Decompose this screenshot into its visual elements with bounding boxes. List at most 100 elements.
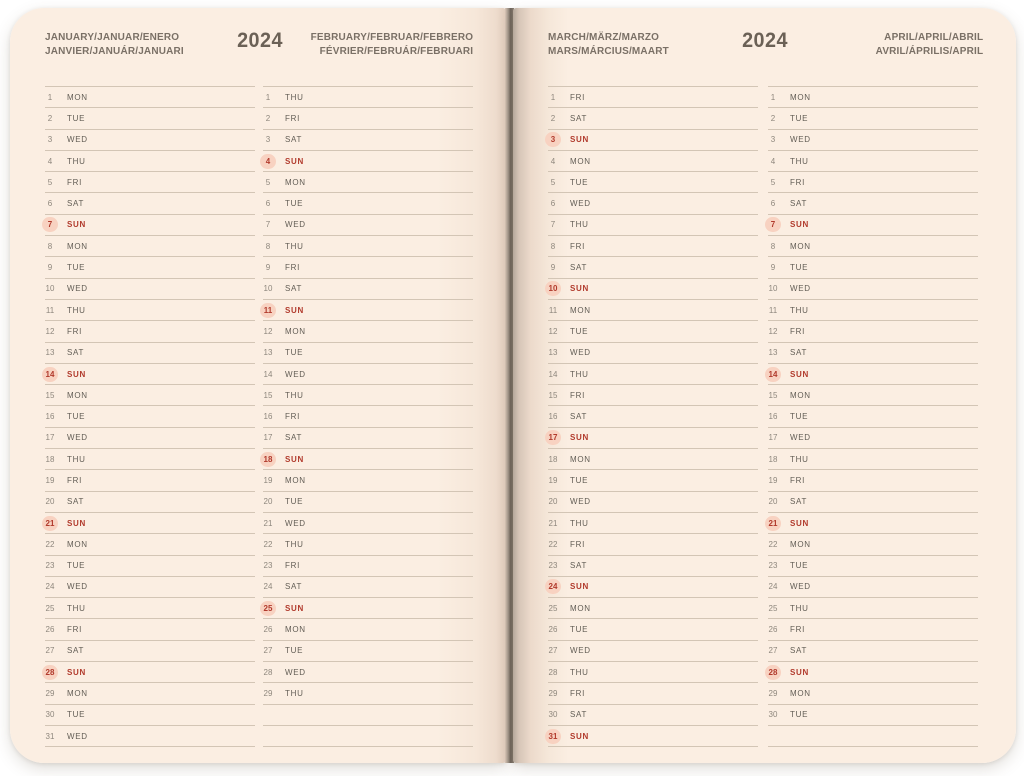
day-number: 27 <box>45 646 55 656</box>
day-number: 29 <box>548 688 558 698</box>
day-row-february-28: 28 WED <box>263 662 473 684</box>
day-number: 13 <box>263 348 273 358</box>
day-number: 28 <box>548 667 558 677</box>
day-number: 25 <box>548 603 558 613</box>
day-abbrev: TUE <box>67 412 86 422</box>
day-number: 24 <box>45 582 55 592</box>
day-row-april-8: 8 MON <box>768 236 978 258</box>
day-number: 7 <box>265 220 271 230</box>
day-abbrev: THU <box>570 667 589 677</box>
day-row-april-1: 1 MON <box>768 87 978 109</box>
day-row-april-30: 30 TUE <box>768 705 978 726</box>
day-number: 4 <box>260 153 276 169</box>
day-number: 5 <box>47 177 53 187</box>
day-row-february-1: 1 THU <box>263 87 473 109</box>
day-number: 2 <box>265 113 271 123</box>
day-abbrev: FRI <box>67 326 82 336</box>
day-row-january-16: 16 TUE <box>45 406 255 428</box>
day-abbrev: SUN <box>67 220 86 230</box>
day-number: 16 <box>263 412 273 422</box>
day-abbrev: SUN <box>570 135 589 145</box>
day-abbrev: SAT <box>570 710 588 720</box>
day-number: 5 <box>265 177 271 187</box>
day-abbrev: MON <box>285 177 306 187</box>
day-abbrev: SAT <box>790 497 808 507</box>
day-abbrev: FRI <box>285 113 300 123</box>
day-abbrev: WED <box>790 433 811 443</box>
day-row-february-4: 4 SUN <box>260 151 473 173</box>
day-row-january-11: 11 THU <box>45 300 255 322</box>
day-abbrev: SAT <box>790 199 808 209</box>
day-number: 5 <box>770 177 776 187</box>
day-abbrev: TUE <box>570 475 589 485</box>
day-abbrev: SUN <box>570 284 589 294</box>
day-abbrev: TUE <box>67 710 86 720</box>
day-abbrev: TUE <box>570 625 589 635</box>
day-row-february-18: 18 SUN <box>260 449 473 471</box>
day-number: 22 <box>263 539 273 549</box>
day-row-march-6: 6 WED <box>548 193 758 215</box>
day-number: 26 <box>263 625 273 635</box>
day-row-april-24: 24 WED <box>768 577 978 599</box>
day-row-january-21: 21 SUN <box>42 513 255 535</box>
day-row-march-31: 31 SUN <box>545 726 758 748</box>
day-number: 6 <box>265 199 271 209</box>
day-row-march-3: 3 SUN <box>545 130 758 151</box>
day-abbrev: TUE <box>67 263 86 273</box>
day-row-april-14: 14 SUN <box>765 364 978 386</box>
day-number: 16 <box>548 412 558 422</box>
day-abbrev: WED <box>67 284 88 294</box>
day-number: 20 <box>45 497 55 507</box>
day-row-april-16: 16 TUE <box>768 406 978 428</box>
day-row-march-27: 27 WED <box>548 641 758 663</box>
day-row-march-7: 7 THU <box>548 215 758 237</box>
day-number: 1 <box>550 92 556 102</box>
day-number: 15 <box>45 390 55 400</box>
day-row-february-12: 12 MON <box>263 321 473 343</box>
day-row-february-22: 22 THU <box>263 534 473 556</box>
day-number: 18 <box>260 451 276 467</box>
day-row-february-29: 29 THU <box>263 683 473 705</box>
day-abbrev: THU <box>285 539 304 549</box>
day-abbrev: TUE <box>285 199 304 209</box>
day-row-april-22: 22 MON <box>768 534 978 556</box>
day-row-march-11: 11 MON <box>548 300 758 322</box>
day-row-april-9: 9 TUE <box>768 257 978 279</box>
day-number: 7 <box>765 217 781 233</box>
day-row-january-28: 28 SUN <box>42 662 255 684</box>
day-abbrev: MON <box>67 241 88 251</box>
day-abbrev: SAT <box>67 497 85 507</box>
day-number: 17 <box>45 433 55 443</box>
day-row-january-24: 24 WED <box>45 577 255 599</box>
day-abbrev: MON <box>790 92 811 102</box>
day-number: 21 <box>548 518 558 528</box>
day-number: 28 <box>42 664 58 680</box>
day-number: 3 <box>47 135 53 145</box>
day-abbrev: TUE <box>285 646 304 656</box>
day-number: 28 <box>765 664 781 680</box>
day-number: 29 <box>768 688 778 698</box>
day-row-april-10: 10 WED <box>768 279 978 300</box>
day-number: 8 <box>550 241 556 251</box>
day-abbrev: MON <box>570 305 591 315</box>
day-number: 14 <box>263 369 273 379</box>
day-abbrev: THU <box>790 156 809 166</box>
year-label-right: 2024 <box>742 29 788 52</box>
day-number: 2 <box>47 113 53 123</box>
day-number: 4 <box>47 156 53 166</box>
day-row-march-14: 14 THU <box>548 364 758 386</box>
day-abbrev: THU <box>570 369 589 379</box>
day-abbrev: FRI <box>67 177 82 187</box>
day-row-january-2: 2 TUE <box>45 108 255 130</box>
day-row-january-1: 1 MON <box>45 87 255 109</box>
day-number: 13 <box>768 348 778 358</box>
day-abbrev: FRI <box>570 241 585 251</box>
day-number: 31 <box>45 731 55 741</box>
day-row-february-5: 5 MON <box>263 172 473 194</box>
day-row-april-2: 2 TUE <box>768 108 978 130</box>
day-row-january-12: 12 FRI <box>45 321 255 343</box>
day-row-january-5: 5 FRI <box>45 172 255 194</box>
day-row-february-25: 25 SUN <box>260 598 473 620</box>
day-row-april-5: 5 FRI <box>768 172 978 194</box>
day-number: 11 <box>45 305 55 315</box>
